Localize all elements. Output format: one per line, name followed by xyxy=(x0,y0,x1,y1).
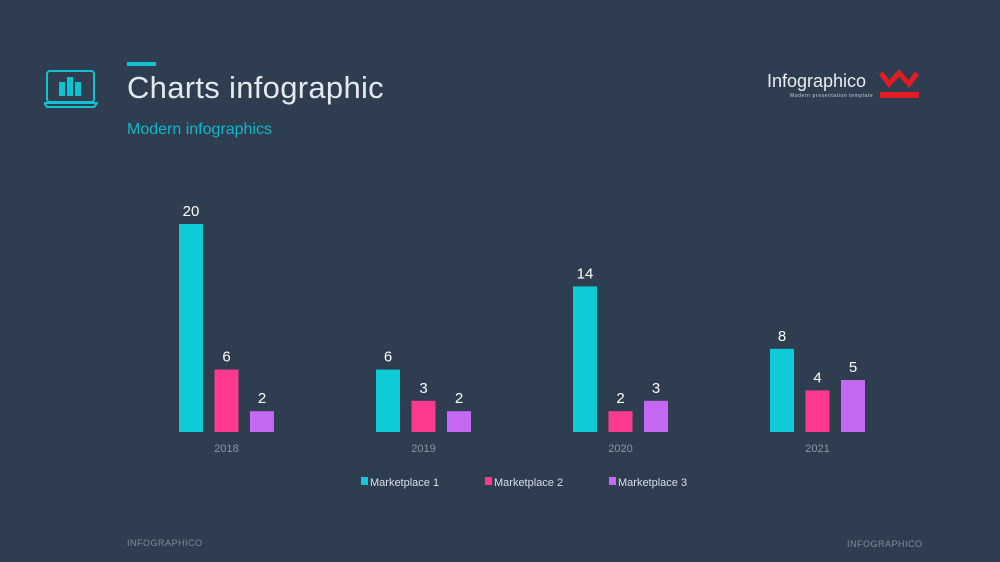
legend-swatch-series-3 xyxy=(609,477,616,485)
data-label-2018-series-2: 6 xyxy=(222,349,230,366)
legend-label-series-3: Marketplace 3 xyxy=(618,477,687,489)
legend-swatch-series-1 xyxy=(361,477,368,485)
bar-2020-series-2 xyxy=(608,411,633,432)
bar-2021-series-3 xyxy=(841,380,865,432)
brand-name: Infographico xyxy=(767,71,867,91)
footer-left-label: INFOGRAPHICO xyxy=(127,538,203,548)
w-logo-icon xyxy=(879,70,920,98)
data-label-2021-series-2: 4 xyxy=(813,369,821,386)
bar-2021-series-1 xyxy=(770,348,794,432)
page-subtitle: Modern infographics xyxy=(127,121,272,138)
bars-group: 20 6 2 2018 6 3 2 2019 14 2 3 2020 8 4 5 2021 xyxy=(179,203,865,455)
x-tick-label-2018: 2018 xyxy=(214,443,238,455)
data-label-2018-series-3: 2 xyxy=(258,390,266,407)
title-accent-bar xyxy=(127,62,156,66)
brand-tagline: Modern presentation template xyxy=(790,93,874,99)
bar-2019-series-3 xyxy=(447,411,471,432)
data-label-2019-series-2: 3 xyxy=(419,380,427,397)
data-label-2020-series-1: 14 xyxy=(577,265,594,282)
legend-label-series-1: Marketplace 1 xyxy=(370,477,439,489)
data-label-2021-series-1: 8 xyxy=(778,328,786,345)
data-label-2018-series-1: 20 xyxy=(183,203,200,220)
bar-2018-series-2 xyxy=(214,369,239,432)
bar-2021-series-2 xyxy=(805,390,830,432)
page-title: Charts infographic xyxy=(127,70,384,105)
brand-block: Infographico Modern presentation templat… xyxy=(767,70,927,110)
legend-swatch-series-2 xyxy=(485,477,492,485)
laptop-chart-icon xyxy=(44,70,98,108)
bar-2018-series-3 xyxy=(250,411,274,432)
bar-2018-series-1 xyxy=(179,224,203,432)
data-label-2021-series-3: 5 xyxy=(849,359,857,376)
x-tick-label-2019: 2019 xyxy=(411,443,435,455)
bar-2020-series-3 xyxy=(644,400,668,432)
chart-legend: Marketplace 1 Marketplace 2 Marketplace 3 xyxy=(361,477,687,489)
bar-2019-series-2 xyxy=(411,400,436,432)
data-label-2020-series-3: 3 xyxy=(652,380,660,397)
x-tick-label-2020: 2020 xyxy=(608,443,632,455)
data-label-2019-series-3: 2 xyxy=(455,390,463,407)
bar-2020-series-1 xyxy=(573,286,597,432)
bar-2019-series-1 xyxy=(376,369,400,432)
legend-label-series-2: Marketplace 2 xyxy=(494,477,563,489)
data-label-2020-series-2: 2 xyxy=(616,390,624,407)
data-label-2019-series-1: 6 xyxy=(384,349,392,366)
footer-right-label: INFOGRAPHICO xyxy=(847,539,923,549)
x-tick-label-2021: 2021 xyxy=(805,443,829,455)
